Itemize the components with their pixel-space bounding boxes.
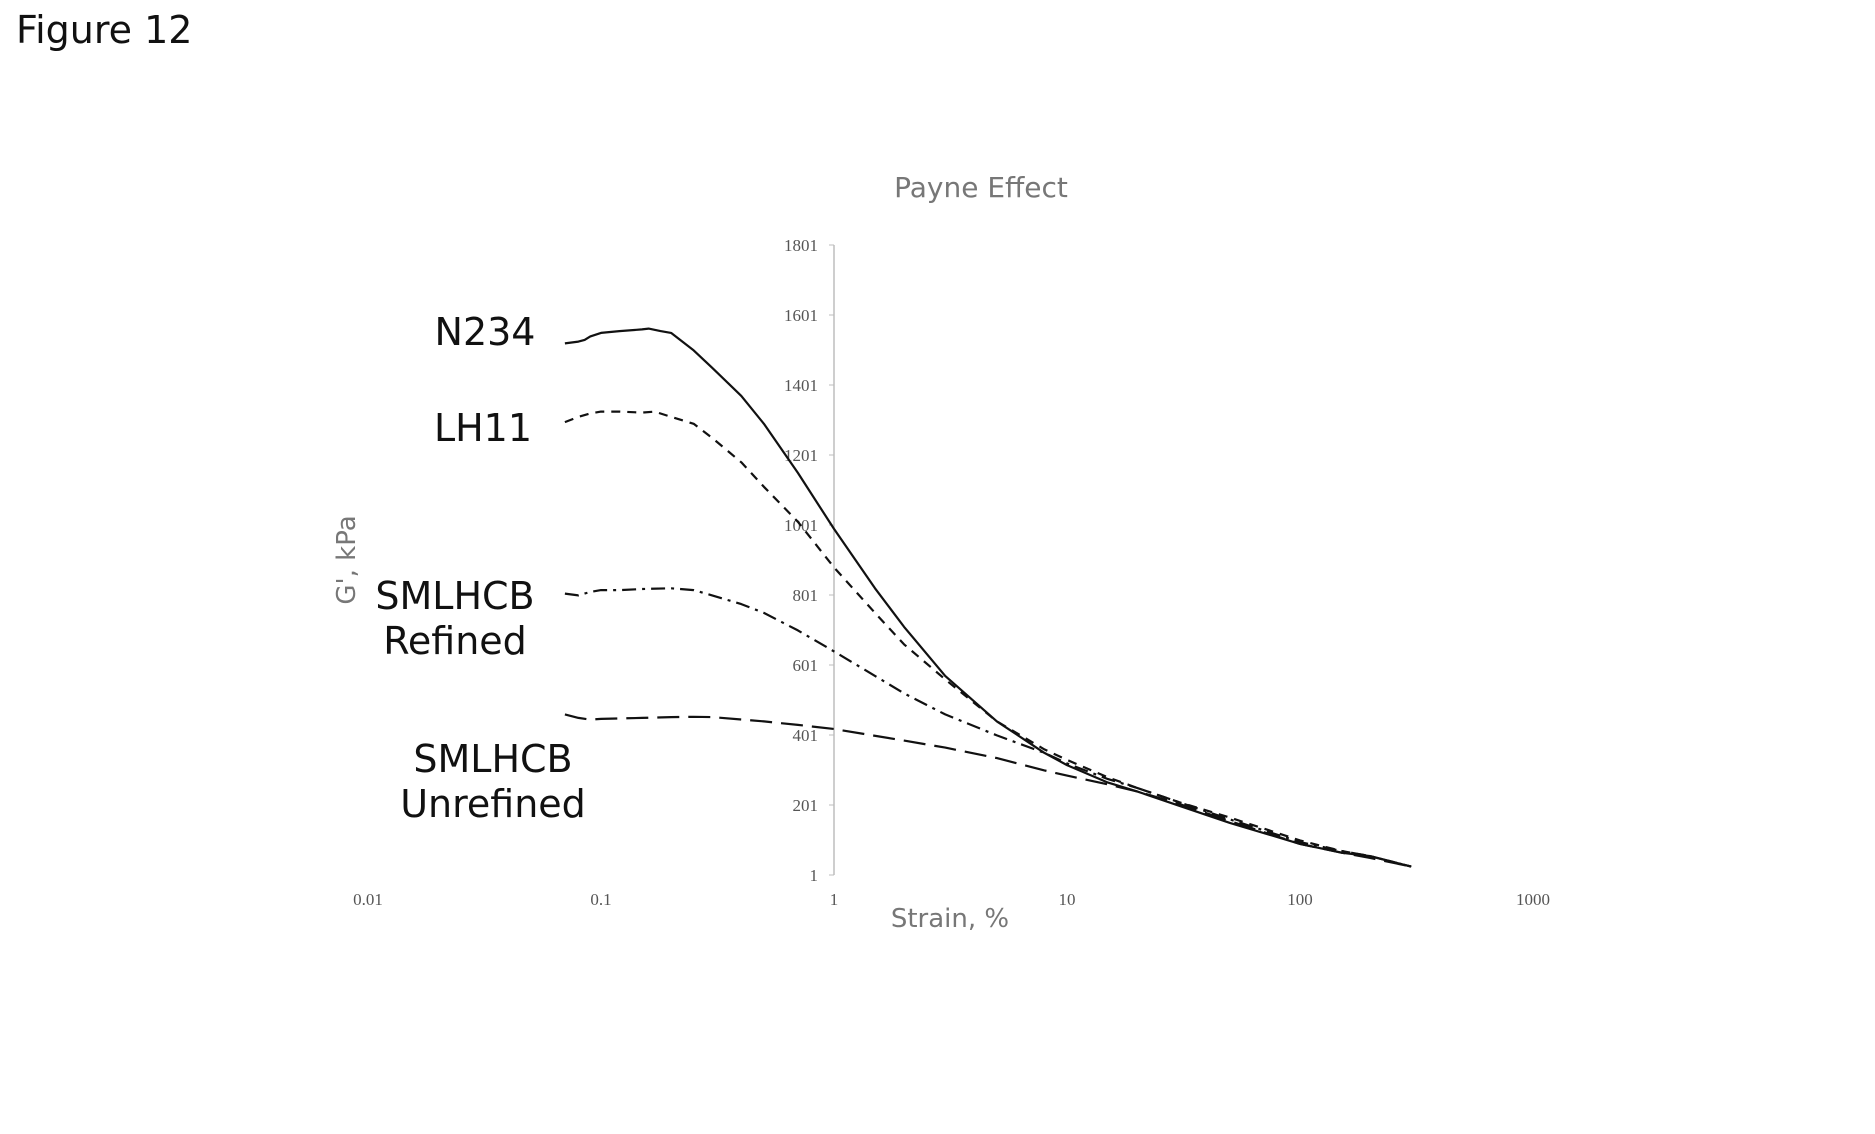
x-tick-label: 100 xyxy=(1287,890,1313,909)
y-tick-label: 1401 xyxy=(784,376,818,395)
figure-label: Figure 12 xyxy=(16,8,193,52)
series-label-smlhcb-refined: Refined xyxy=(383,619,527,663)
y-axis-title: G', kPa xyxy=(332,515,362,604)
series-line-smlhcb-unrefined xyxy=(564,713,1412,868)
series-lines xyxy=(564,327,1412,868)
series-label-smlhcb-unrefined: SMLHCB xyxy=(413,737,572,781)
y-tick-label: 401 xyxy=(793,726,819,745)
series-label-smlhcb-unrefined: Unrefined xyxy=(400,782,586,826)
y-tick-label: 1 xyxy=(810,866,819,885)
x-axis-title: Strain, % xyxy=(891,904,1009,934)
x-tick-label: 1 xyxy=(830,890,839,909)
x-axis-ticks: 0.01 0.1 1 10 100 1000 xyxy=(353,890,1550,909)
series-label-smlhcb-refined: SMLHCB xyxy=(375,574,534,618)
x-tick-label: 10 xyxy=(1059,890,1076,909)
chart-title: Payne Effect xyxy=(894,171,1068,204)
x-tick-label: 0.1 xyxy=(590,890,611,909)
y-tick-label: 601 xyxy=(793,656,819,675)
series-line-smlhcb-refined xyxy=(564,587,1412,868)
y-tick-label: 201 xyxy=(793,796,819,815)
x-tick-label: 0.01 xyxy=(353,890,383,909)
y-tick-label: 801 xyxy=(793,586,819,605)
y-tick-label: 1801 xyxy=(784,236,818,255)
series-label-lh11: LH11 xyxy=(434,406,532,450)
series-label-n234: N234 xyxy=(435,310,536,354)
y-tick-label: 1601 xyxy=(784,306,818,325)
x-tick-label: 1000 xyxy=(1516,890,1550,909)
series-line-lh11 xyxy=(564,410,1412,868)
series-line-n234 xyxy=(564,327,1412,868)
y-tick-label: 1201 xyxy=(784,446,818,465)
